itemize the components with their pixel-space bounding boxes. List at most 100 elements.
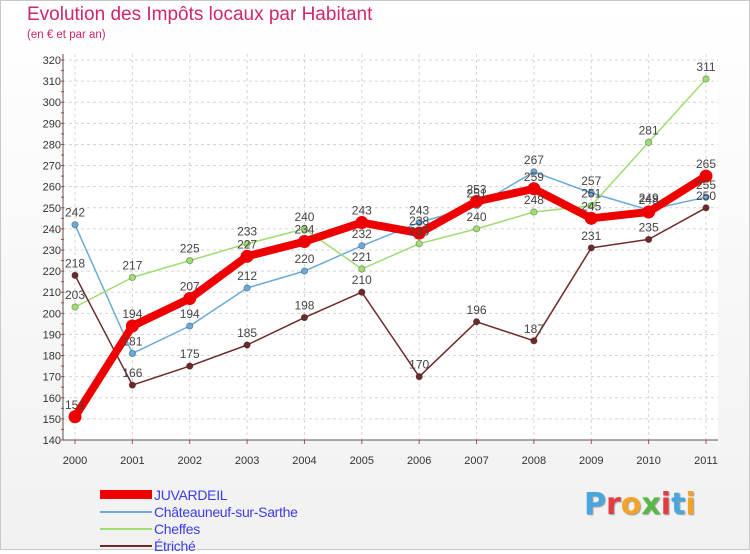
data-label: 232: [352, 227, 372, 241]
legend-label: Étriché: [154, 537, 196, 554]
data-point: [699, 169, 713, 183]
data-label: 187: [524, 322, 544, 336]
y-tick-label: 190: [43, 329, 61, 341]
legend-swatch: [100, 527, 152, 530]
data-point: [587, 189, 595, 197]
y-tick-label: 180: [43, 351, 61, 363]
data-label: 181: [122, 334, 142, 348]
data-label: 245: [581, 199, 601, 213]
y-tick-label: 270: [43, 161, 61, 173]
data-point: [702, 204, 710, 212]
data-label: 251: [467, 187, 487, 201]
data-label: 243: [409, 204, 429, 218]
data-point: [300, 267, 309, 275]
data-label: 221: [352, 250, 372, 264]
data-point: [71, 303, 79, 311]
data-label: 251: [581, 187, 601, 201]
data-label: 257: [581, 174, 601, 188]
data-point: [645, 235, 653, 244]
data-point: [358, 242, 366, 250]
data-label: 253: [467, 182, 487, 196]
data-label: 311: [696, 60, 715, 74]
data-point: [530, 168, 538, 176]
legend-item: Cheffes: [100, 520, 298, 537]
data-label: 210: [352, 273, 372, 287]
data-point: [297, 235, 311, 249]
legend-label: Cheffes: [154, 520, 200, 537]
data-point: [240, 249, 254, 263]
data-point: [530, 337, 538, 345]
y-tick-label: 320: [43, 55, 61, 67]
data-point: [243, 240, 251, 248]
data-label: 166: [122, 366, 142, 380]
data-label: 196: [467, 303, 487, 317]
x-tick-label: 2005: [350, 455, 374, 467]
data-point: [412, 226, 426, 240]
data-point: [186, 322, 194, 330]
plot-area: [63, 54, 718, 440]
series-line-0: [71, 172, 710, 421]
x-tick-label: 2011: [694, 455, 718, 467]
data-point: [300, 313, 309, 322]
data-label: 218: [65, 256, 85, 270]
x-tick-label: 2002: [177, 455, 201, 467]
data-label: 233: [237, 225, 257, 239]
legend-label: JUVARDEIL: [154, 486, 228, 503]
data-point: [530, 208, 538, 216]
y-tick-label: 280: [43, 139, 61, 151]
data-point: [415, 218, 423, 227]
data-point: [645, 138, 653, 146]
data-label: 255: [696, 178, 716, 192]
data-point: [71, 271, 79, 279]
x-tick-label: 2009: [579, 455, 603, 467]
y-tick-label: 170: [43, 372, 61, 384]
data-point: [587, 202, 595, 210]
x-tick-label: 2006: [407, 455, 431, 467]
data-label: 194: [180, 307, 200, 321]
y-tick-label: 200: [43, 308, 61, 320]
series-line-2: [74, 78, 707, 308]
legend-swatch: [100, 510, 152, 513]
data-point: [71, 221, 79, 229]
data-point: [415, 373, 423, 381]
data-label: 225: [180, 242, 200, 256]
data-point: [415, 240, 423, 248]
data-point: [355, 216, 369, 230]
data-label: 281: [639, 123, 659, 137]
data-label: 231: [581, 229, 601, 243]
legend: JUVARDEIL Châteauneuf-sur-Sarthe Cheffes Ét…: [100, 486, 298, 554]
proxiti-logo: Proxiti: [584, 487, 696, 522]
y-tick-label: 250: [43, 203, 61, 215]
data-point: [128, 273, 136, 282]
data-label: 170: [409, 358, 429, 372]
data-label: 194: [122, 307, 142, 321]
x-tick-label: 2008: [522, 455, 546, 467]
y-tick-label: 160: [43, 393, 61, 405]
data-label: 265: [696, 157, 716, 171]
y-tick-label: 140: [43, 435, 61, 447]
data-point: [128, 349, 136, 358]
data-point: [702, 193, 710, 201]
x-tick-label: 2004: [292, 455, 316, 467]
data-label: 175: [180, 347, 200, 361]
logo-text: Proxiti: [584, 487, 696, 522]
data-label: 217: [122, 258, 142, 272]
data-point: [584, 211, 598, 225]
legend-item: JUVARDEIL: [100, 486, 298, 503]
data-label: 233: [409, 225, 429, 239]
data-label: 235: [639, 220, 659, 234]
data-label: 185: [237, 326, 257, 340]
x-tick-label: 2010: [636, 455, 660, 467]
data-label: 203: [65, 288, 85, 302]
data-label: 151: [65, 398, 85, 412]
data-point: [472, 225, 481, 233]
data-label: 248: [639, 193, 659, 207]
data-point: [128, 381, 136, 389]
data-point: [186, 256, 194, 265]
chart-title: Evolution des Impôts locaux par Habitant: [27, 4, 373, 25]
data-point: [472, 318, 481, 326]
data-label: 227: [237, 237, 257, 251]
data-point: [186, 362, 194, 370]
data-point: [470, 194, 484, 208]
data-point: [527, 182, 541, 196]
